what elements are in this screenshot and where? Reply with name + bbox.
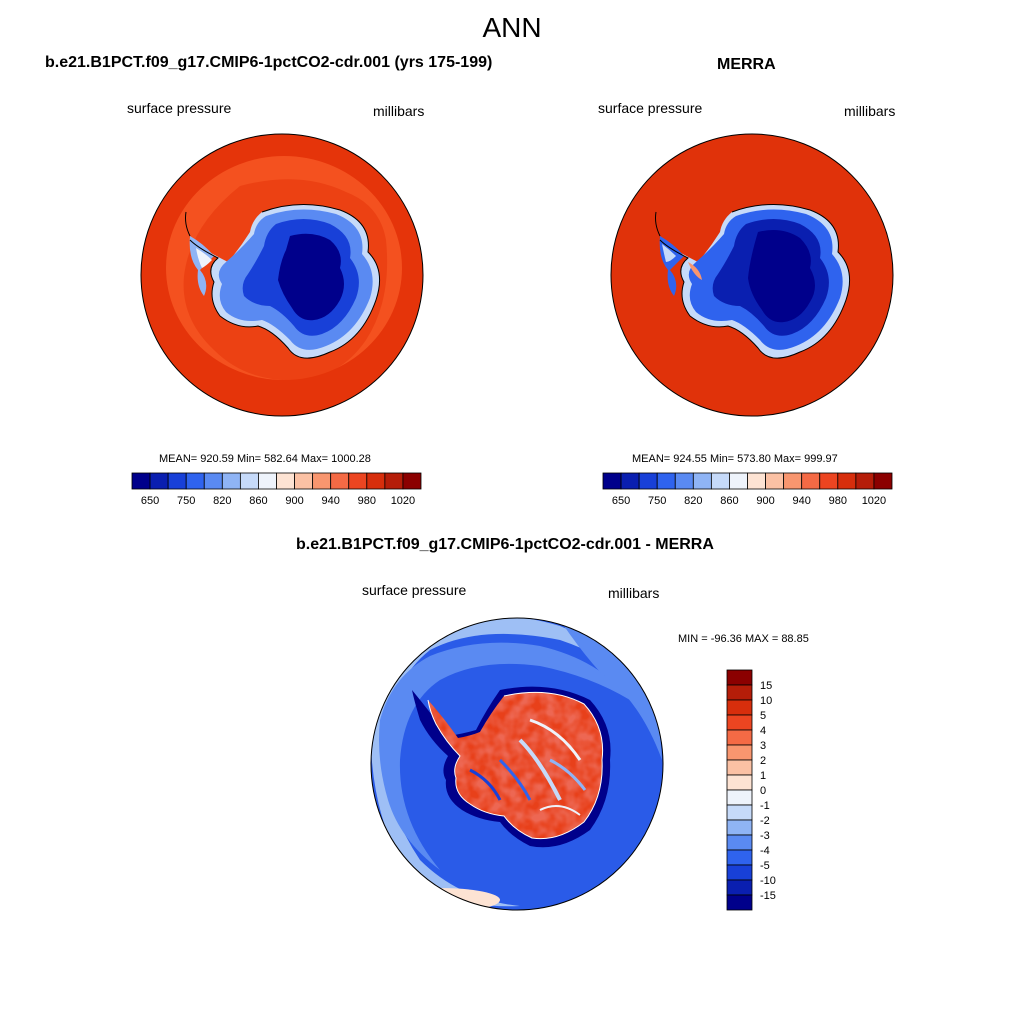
- panel2-colorbar-swatch: [602, 472, 622, 490]
- panel1-colorbar-swatch: [221, 472, 241, 490]
- panel3-colorbar-swatch: [726, 879, 753, 896]
- panel2-stats: MEAN= 924.55 Min= 573.80 Max= 999.97: [632, 453, 838, 465]
- panel2-colorbar-tick-label: 860: [720, 495, 738, 507]
- panel2-colorbar-tick-label: 650: [612, 495, 630, 507]
- panel3-colorbar-tick-label: -10: [760, 875, 776, 887]
- panel3-variable-label: surface pressure: [362, 582, 467, 598]
- panel1-colorbar-swatch: [149, 472, 169, 490]
- panel3-colorbar-tick-label: -5: [760, 860, 770, 872]
- panel3-colorbar-swatch: [726, 834, 753, 851]
- panel1-variable-label: surface pressure: [127, 100, 232, 116]
- panel1-colorbar-swatch: [330, 472, 350, 490]
- panel2-colorbar-swatch: [837, 472, 857, 490]
- panel1-colorbar-swatch: [366, 472, 386, 490]
- panel1-title: b.e21.B1PCT.f09_g17.CMIP6-1pctCO2-cdr.00…: [45, 54, 493, 71]
- panel2-colorbar-swatch: [692, 472, 712, 490]
- panel1-colorbar-tick-label: 650: [141, 495, 159, 507]
- panel3-colorbar-tick-label: 2: [760, 755, 766, 767]
- panel1-colorbar-tick-label: 1020: [391, 495, 415, 507]
- panel2-colorbar-tick-label: 1020: [862, 495, 886, 507]
- panel3-colorbar-swatch: [726, 684, 753, 701]
- panel3-colorbar-tick-label: 10: [760, 695, 772, 707]
- panel3-colorbar-tick-label: 3: [760, 740, 766, 752]
- panel2-colorbar-swatch: [855, 472, 875, 490]
- panel2-colorbar-tick-label: 820: [684, 495, 702, 507]
- panel3-colorbar-swatch: [726, 729, 753, 746]
- panel3-stats: MIN = -96.36 MAX = 88.85: [678, 633, 809, 645]
- panel2-colorbar-swatch: [819, 472, 839, 490]
- panel1-colorbar-tick-label: 980: [358, 495, 376, 507]
- panel3-map: [370, 617, 664, 911]
- panel1-colorbar-swatch: [312, 472, 332, 490]
- panel1-colorbar-tick-label: 820: [213, 495, 231, 507]
- panel2-colorbar-swatch: [801, 472, 821, 490]
- panel1-colorbar-tick-label: 900: [285, 495, 303, 507]
- panel1-colorbar-swatch: [348, 472, 368, 490]
- panel3-colorbar-tick-label: 0: [760, 785, 766, 797]
- panel1-colorbar-swatch: [294, 472, 314, 490]
- panel1-colorbar-swatch: [239, 472, 259, 490]
- panel1-colorbar-swatch: [131, 472, 151, 490]
- panel3-colorbar-swatch: [726, 789, 753, 806]
- panel3-title: b.e21.B1PCT.f09_g17.CMIP6-1pctCO2-cdr.00…: [296, 536, 714, 553]
- panel1-colorbar-swatch: [185, 472, 205, 490]
- panel1-colorbar-swatch: [258, 472, 277, 490]
- panel3-units-label: millibars: [608, 585, 660, 601]
- panel3-colorbar-tick-label: -2: [760, 815, 770, 827]
- panel2-colorbar-tick-label: 750: [648, 495, 666, 507]
- panel3-colorbar-swatch: [726, 894, 753, 911]
- panel3-colorbar-tick-label: -3: [760, 830, 770, 842]
- panel3-colorbar-swatch: [726, 744, 753, 761]
- panel3-colorbar-tick-label: 15: [760, 680, 772, 692]
- panel1-colorbar-swatch: [402, 472, 422, 490]
- panel1-stats: MEAN= 920.59 Min= 582.64 Max= 1000.28: [159, 453, 371, 465]
- panel1-map: [140, 133, 424, 417]
- panel3-colorbar-tick-label: -4: [760, 845, 770, 857]
- panel3-colorbar-swatch: [726, 759, 753, 776]
- panel3-colorbar-swatch: [726, 774, 753, 791]
- panel2-colorbar-swatch: [620, 472, 640, 490]
- figure-title: ANN: [482, 12, 542, 43]
- panel3-colorbar-swatch: [726, 804, 753, 821]
- panel2-colorbar: 650 750 820 860 900 940 980 1020: [602, 472, 893, 507]
- panel2-colorbar-swatch: [783, 472, 803, 490]
- panel2-units-label: millibars: [844, 103, 896, 119]
- panel1-colorbar-tick-label: 750: [177, 495, 195, 507]
- panel3-colorbar-swatch: [726, 849, 753, 866]
- panel2-colorbar-swatch: [710, 472, 730, 490]
- panel2-colorbar-swatch: [656, 472, 676, 490]
- panel3-colorbar-tick-label: 1: [760, 770, 766, 782]
- panel2-title: MERRA: [717, 56, 776, 73]
- panel2-colorbar-tick-label: 980: [829, 495, 847, 507]
- panel2-colorbar-swatch: [729, 472, 748, 490]
- panel1-colorbar-swatch: [276, 472, 295, 490]
- panel1-colorbar-tick-label: 940: [322, 495, 340, 507]
- panel2-colorbar-tick-label: 900: [756, 495, 774, 507]
- panel3-colorbar-swatch: [726, 699, 753, 716]
- panel3-colorbar-swatch: [726, 714, 753, 731]
- panel3-colorbar-tick-label: -15: [760, 890, 776, 902]
- panel3-colorbar-swatch: [726, 864, 753, 881]
- panel2-colorbar-swatch: [747, 472, 766, 490]
- panel1-units-label: millibars: [373, 103, 425, 119]
- panel1-colorbar-swatch: [203, 472, 223, 490]
- panel1-colorbar-swatch: [384, 472, 404, 490]
- panel3-colorbar-tick-label: 5: [760, 710, 766, 722]
- panel1-colorbar-tick-label: 860: [249, 495, 267, 507]
- panel1-colorbar-swatch: [167, 472, 187, 490]
- panel2-colorbar-swatch: [674, 472, 694, 490]
- panel3-colorbar-swatch: [726, 669, 753, 686]
- panel2-variable-label: surface pressure: [598, 100, 703, 116]
- panel2-colorbar-tick-label: 940: [793, 495, 811, 507]
- panel3-colorbar-swatch: [726, 819, 753, 836]
- panel2-colorbar-swatch: [638, 472, 658, 490]
- panel1-colorbar: 650 750 820 860 900 940 980 1020: [131, 472, 422, 507]
- panel3-colorbar-tick-label: -1: [760, 800, 770, 812]
- panel3-colorbar-tick-label: 4: [760, 725, 766, 737]
- panel2-colorbar-swatch: [873, 472, 893, 490]
- panel2-map: [610, 133, 894, 417]
- panel2-colorbar-swatch: [765, 472, 785, 490]
